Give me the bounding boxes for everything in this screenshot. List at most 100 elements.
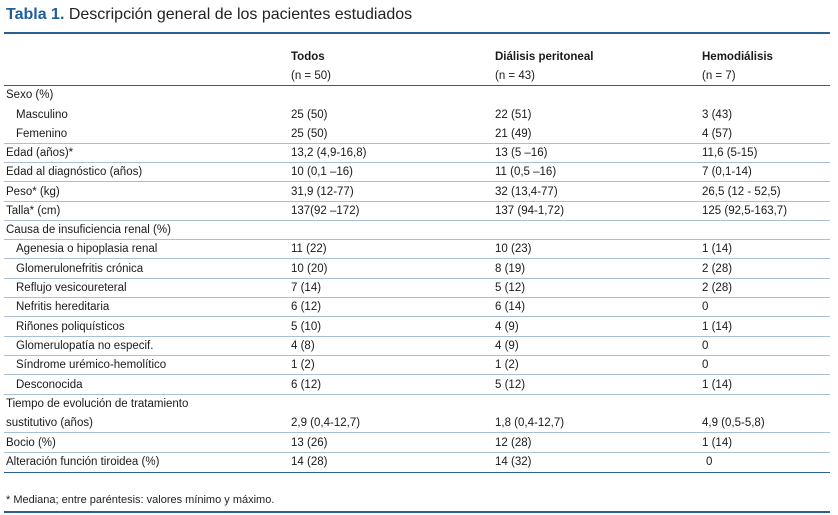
cell-dialisis: 4 (9)	[495, 321, 519, 333]
cell-todos: 6 (12)	[291, 301, 322, 313]
cell-dialisis: 14 (32)	[495, 456, 532, 468]
row-label: Reflujo vesicoureteral	[16, 282, 127, 294]
bottom-rule	[4, 472, 830, 473]
cell-todos: 10 (20)	[291, 263, 328, 275]
row-divider	[4, 143, 830, 144]
cell-dialisis: 11 (0,5 –16)	[495, 166, 557, 178]
row-divider	[4, 181, 830, 182]
cell-dialisis: 21 (49)	[495, 128, 532, 140]
top-rule	[4, 32, 830, 34]
row-divider	[4, 297, 830, 298]
row-label: Masculino	[16, 109, 68, 121]
row-divider	[4, 336, 830, 337]
cell-todos: 25 (50)	[291, 128, 328, 140]
cell-dialisis: 1 (2)	[495, 359, 519, 371]
row-divider	[4, 452, 830, 453]
cell-hemodialisis: 0	[706, 456, 713, 468]
row-label: Glomerulopatía no especif.	[16, 340, 154, 352]
row-label: Riñones poliquísticos	[16, 321, 125, 333]
row-label: Edad al diagnóstico (años)	[6, 166, 143, 178]
row-label: Bocio (%)	[6, 437, 56, 449]
cell-hemodialisis: 1 (14)	[702, 437, 733, 449]
n-hemodialisis: (n = 7)	[702, 70, 736, 82]
row-label: Agenesia o hipoplasia renal	[16, 243, 158, 255]
row-divider	[4, 258, 830, 259]
row-divider	[4, 432, 830, 433]
row-label: Desconocida	[16, 379, 83, 391]
row-label: Nefritis hereditaria	[16, 301, 110, 313]
col-header-hemodialisis: Hemodiálisis	[702, 51, 773, 63]
row-label: Femenino	[16, 128, 68, 140]
cell-dialisis: 6 (14)	[495, 301, 526, 313]
cell-dialisis: 22 (51)	[495, 109, 532, 121]
cell-hemodialisis: 0	[702, 359, 709, 371]
cell-todos: 25 (50)	[291, 109, 328, 121]
cell-todos: 13,2 (4,9-16,8)	[291, 147, 367, 159]
cell-hemodialisis: 3 (43)	[702, 109, 733, 121]
footnote: * Mediana; entre paréntesis: valores mín…	[6, 494, 275, 506]
cell-dialisis: 4 (9)	[495, 340, 519, 352]
cell-hemodialisis: 7 (0,1-14)	[702, 166, 752, 178]
header-rule	[4, 85, 830, 86]
cell-dialisis: 8 (19)	[495, 263, 526, 275]
row-label: Tiempo de evolución de tratamiento	[6, 398, 189, 410]
row-divider	[4, 220, 830, 221]
n-dialisis: (n = 43)	[495, 70, 535, 82]
cell-todos: 5 (10)	[291, 321, 322, 333]
cell-dialisis: 137 (94-1,72)	[495, 205, 565, 217]
cell-dialisis: 5 (12)	[495, 282, 526, 294]
table-number: Tabla 1.	[6, 6, 65, 23]
cell-todos: 7 (14)	[291, 282, 322, 294]
row-label: Talla* (cm)	[6, 205, 61, 217]
row-label: Alteración función tiroidea (%)	[6, 456, 160, 468]
cell-dialisis: 5 (12)	[495, 379, 526, 391]
row-label: sustitutivo (años)	[6, 417, 93, 429]
cell-hemodialisis: 125 (92,5-163,7)	[702, 205, 788, 217]
row-divider	[4, 239, 830, 240]
table-title: Tabla 1. Descripción general de los paci…	[6, 6, 412, 24]
cell-todos: 10 (0,1 –16)	[291, 166, 354, 178]
col-header-todos: Todos	[291, 51, 325, 63]
cell-todos: 137(92 –172)	[291, 205, 360, 217]
cell-dialisis: 10 (23)	[495, 243, 532, 255]
row-label: Peso* (kg)	[6, 186, 60, 198]
cell-hemodialisis: 1 (14)	[702, 243, 733, 255]
row-label: Síndrome urémico-hemolítico	[16, 359, 167, 371]
cell-todos: 2,9 (0,4-12,7)	[291, 417, 361, 429]
row-divider	[4, 394, 830, 395]
n-todos: (n = 50)	[291, 70, 331, 82]
cell-hemodialisis: 4,9 (0,5-5,8)	[702, 417, 765, 429]
cell-todos: 31,9 (12-77)	[291, 186, 354, 198]
cell-todos: 13 (26)	[291, 437, 328, 449]
row-label: Glomerulonefritis crónica	[16, 263, 144, 275]
row-divider	[4, 355, 830, 356]
cell-dialisis: 32 (13,4-77)	[495, 186, 558, 198]
cell-dialisis: 12 (28)	[495, 437, 532, 449]
cell-todos: 1 (2)	[291, 359, 315, 371]
footer-rule	[4, 511, 830, 513]
cell-hemodialisis: 0	[702, 340, 709, 352]
cell-todos: 11 (22)	[291, 243, 327, 255]
row-divider	[4, 201, 830, 202]
row-label: Sexo (%)	[6, 89, 54, 101]
table-title-text: Descripción general de los pacientes est…	[68, 6, 413, 23]
cell-dialisis: 13 (5 –16)	[495, 147, 548, 159]
cell-hemodialisis: 1 (14)	[702, 379, 733, 391]
cell-hemodialisis: 4 (57)	[702, 128, 733, 140]
col-header-dialisis: Diálisis peritoneal	[495, 51, 594, 63]
row-label: Causa de insuficiencia renal (%)	[6, 224, 171, 236]
row-divider	[4, 374, 830, 375]
cell-hemodialisis: 2 (28)	[702, 282, 733, 294]
cell-hemodialisis: 2 (28)	[702, 263, 733, 275]
cell-hemodialisis: 0	[702, 301, 709, 313]
cell-hemodialisis: 1 (14)	[702, 321, 733, 333]
cell-hemodialisis: 26,5 (12 - 52,5)	[702, 186, 781, 198]
cell-todos: 4 (8)	[291, 340, 315, 352]
cell-dialisis: 1,8 (0,4-12,7)	[495, 417, 565, 429]
row-label: Edad (años)*	[6, 147, 74, 159]
row-divider	[4, 278, 830, 279]
row-divider	[4, 316, 830, 317]
row-divider	[4, 162, 830, 163]
cell-hemodialisis: 11,6 (5-15)	[702, 147, 758, 159]
cell-todos: 14 (28)	[291, 456, 328, 468]
